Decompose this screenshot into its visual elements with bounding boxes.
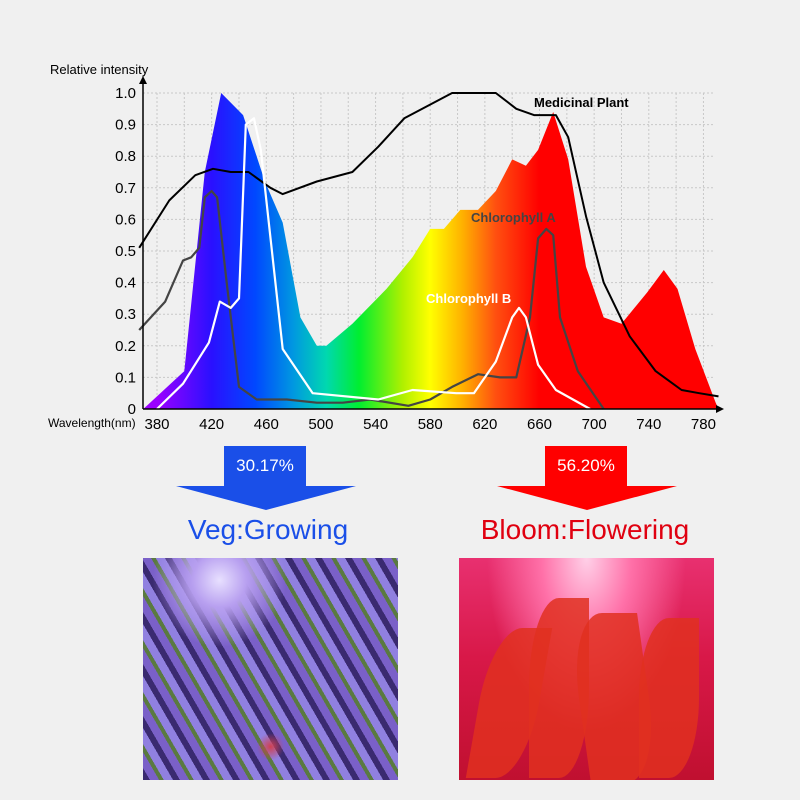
- veg-arrow: 30.17%: [176, 446, 356, 510]
- y-tick-label: 0.9: [115, 117, 136, 134]
- y-tick-label: 0.7: [115, 180, 136, 197]
- legend-chlorophyll-a: Chlorophyll A: [471, 210, 556, 225]
- y-tick-label: 0.3: [115, 306, 136, 323]
- bloom-caption: Bloom:Flowering: [480, 514, 690, 545]
- bloom-percent: 56.20%: [545, 446, 627, 486]
- x-axis-label: Wavelength(nm): [48, 416, 136, 430]
- legend-chlorophyll-b: Chlorophyll B: [426, 291, 511, 306]
- x-tick-label: 780: [691, 416, 716, 433]
- x-axis-arrow-icon: [716, 405, 724, 413]
- veg-percent: 30.17%: [224, 446, 306, 486]
- x-tick-label: 500: [308, 416, 333, 433]
- veg-plant-photo: [143, 558, 398, 780]
- y-tick-label: 0.6: [115, 211, 136, 228]
- y-tick-label: 0.4: [115, 275, 136, 292]
- y-tick-label: 0.5: [115, 243, 136, 260]
- y-tick-label: 1.0: [115, 85, 136, 102]
- x-tick-label: 580: [418, 416, 443, 433]
- y-axis-arrow-icon: [139, 76, 147, 84]
- bloom-plant-photo: [459, 558, 714, 780]
- y-axis-label: Relative intensity: [50, 62, 149, 77]
- x-tick-label: 420: [199, 416, 224, 433]
- legend-medicinal-plant: Medicinal Plant: [534, 95, 629, 110]
- x-tick-label: 620: [472, 416, 497, 433]
- chlb-line: [156, 117, 591, 410]
- y-tick-label: 0.1: [115, 369, 136, 386]
- bloom-arrow: 56.20%: [497, 446, 677, 510]
- spectrum-chart: 0 0.1 0.2 0.3 0.4 0.5 0.6 0.7 0.8 0.9 1.0 380 420 460…: [48, 62, 724, 433]
- y-tick-label: 0.2: [115, 338, 136, 355]
- x-tick-label: 660: [527, 416, 552, 433]
- x-tick-label: 460: [254, 416, 279, 433]
- x-tick-label: 740: [636, 416, 661, 433]
- y-tick-label: 0: [128, 401, 136, 418]
- y-tick-label: 0.8: [115, 148, 136, 165]
- led-spectrum-area: [143, 93, 719, 409]
- medicinal-line: [138, 92, 719, 398]
- x-tick-label: 540: [363, 416, 388, 433]
- veg-caption: Veg:Growing: [187, 514, 349, 545]
- x-tick-label: 380: [144, 416, 169, 433]
- chla-line: [138, 189, 605, 410]
- x-tick-label: 700: [582, 416, 607, 433]
